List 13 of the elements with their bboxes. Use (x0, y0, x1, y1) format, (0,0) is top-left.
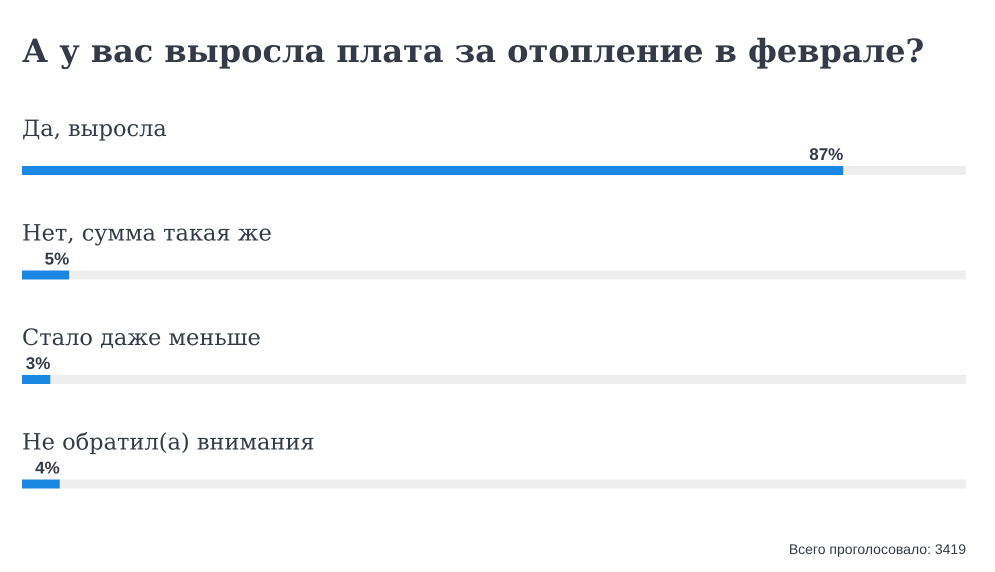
data-label: 5% (44, 250, 70, 268)
chart-title: А у вас выросла плата за отопление в феврале? (22, 32, 924, 70)
y-tick-label: Да, выросла (22, 116, 167, 142)
y-tick-label: Стало даже меньше (22, 325, 261, 351)
data-label: 3% (26, 354, 50, 373)
data-label: 4% (35, 458, 60, 478)
text: Всего проголосовало: 3419 (788, 541, 966, 557)
y-tick-label: Нет, сумма такая же (22, 220, 272, 246)
data-label: 87% (809, 145, 844, 164)
bar (22, 270, 70, 280)
bar (22, 375, 50, 384)
y-tick-label: Не обратил(а) внимания (22, 430, 315, 456)
bar (22, 480, 60, 488)
